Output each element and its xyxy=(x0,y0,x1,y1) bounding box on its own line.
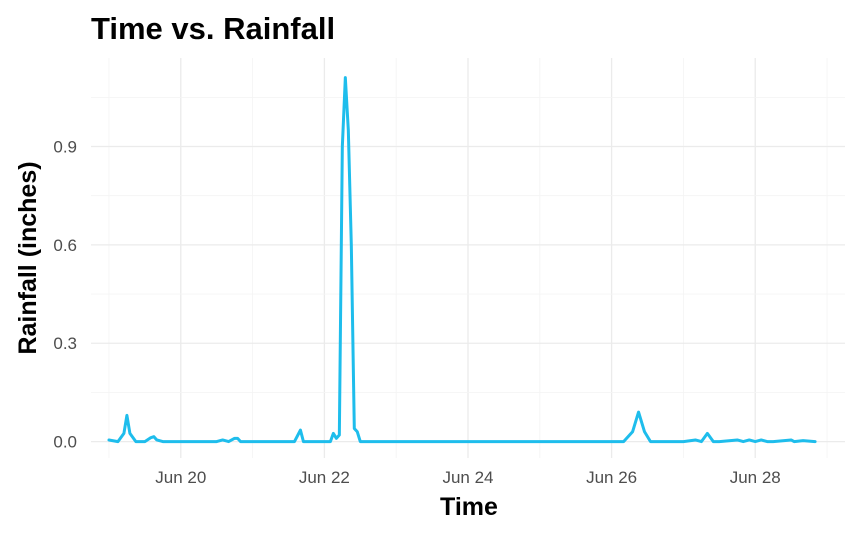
grid xyxy=(91,58,845,458)
rainfall-series-line xyxy=(107,76,817,444)
chart-title: Time vs. Rainfall xyxy=(91,11,335,46)
y-tick-label: 0.3 xyxy=(53,334,77,353)
x-tick-label: Jun 28 xyxy=(730,468,781,487)
series-layer xyxy=(107,76,817,444)
x-tick-label: Jun 24 xyxy=(442,468,493,487)
x-axis-title: Time xyxy=(440,493,498,521)
x-tick-label: Jun 22 xyxy=(299,468,350,487)
x-axis-ticks: Jun 20 Jun 22 Jun 24 Jun 26 Jun 28 xyxy=(155,468,781,487)
x-tick-label: Jun 26 xyxy=(586,468,637,487)
y-tick-label: 0.6 xyxy=(53,236,77,255)
y-axis-title: Rainfall (inches) xyxy=(14,161,42,354)
y-tick-label: 0.9 xyxy=(53,138,77,157)
y-tick-label: 0.0 xyxy=(53,433,77,452)
y-axis-ticks: 0.0 0.3 0.6 0.9 xyxy=(53,138,77,452)
x-tick-label: Jun 20 xyxy=(155,468,206,487)
